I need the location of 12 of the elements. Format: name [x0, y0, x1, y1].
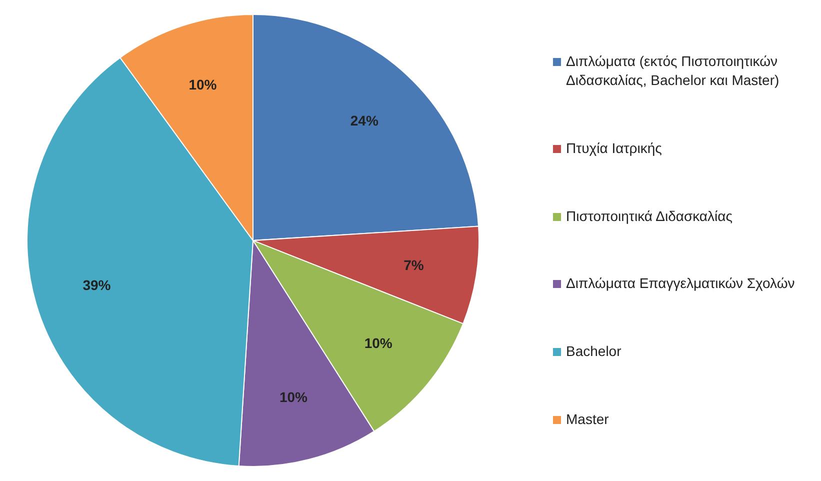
data-label: 24% [350, 112, 379, 129]
data-label: 7% [404, 256, 424, 273]
legend-label: Πιστοποιητικά Διδασκαλίας [566, 206, 732, 226]
legend-label: Master [566, 410, 609, 429]
legend-label: Διπλώματα (εκτός Πιστοποιητικών Διδασκαλίας, Bachelor και Master) [566, 52, 780, 90]
legend-label: Πτυχία Ιατρικής [566, 138, 662, 158]
data-label: 10% [364, 335, 393, 352]
legend-label: Bachelor [566, 342, 622, 361]
legend-label: Διπλώματα Επαγγελματικών Σχολών [566, 274, 795, 294]
data-label: 10% [188, 76, 218, 93]
data-label: 39% [82, 276, 112, 293]
data-label: 10% [279, 388, 308, 405]
